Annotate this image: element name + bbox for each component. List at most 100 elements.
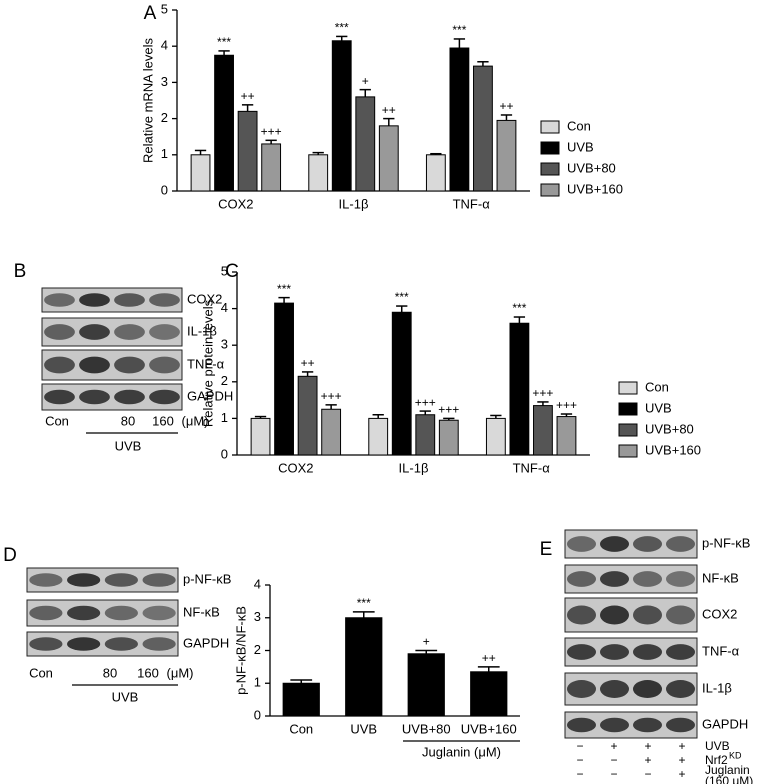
bar (237, 110, 258, 192)
bar (190, 154, 211, 192)
legend-swatch (540, 141, 560, 155)
bar (496, 119, 517, 192)
blot-band (149, 293, 180, 307)
blot-band (142, 573, 176, 587)
significance-label: +++ (415, 395, 436, 409)
x-tick-label: UVB (350, 721, 377, 736)
significance-label: + (423, 635, 430, 649)
panel-label: C (225, 261, 239, 282)
blot-band (665, 680, 696, 698)
condition-sign: + (610, 739, 617, 753)
condition-sign: − (576, 753, 583, 767)
blot-band (149, 324, 180, 340)
blot-band (114, 389, 145, 405)
bar (297, 375, 318, 456)
bar (438, 419, 459, 456)
bar (368, 417, 389, 456)
y-tick-label: 4 (254, 576, 261, 591)
blot-band (632, 644, 663, 660)
significance-label: *** (395, 290, 409, 304)
condition-sign: − (610, 767, 617, 781)
significance-label: ++ (301, 356, 315, 370)
blot-band (142, 605, 176, 621)
bar (282, 682, 320, 717)
blot-band (114, 356, 145, 374)
significance-label: ++ (482, 651, 496, 665)
legend-label: UVB+80 (567, 160, 616, 175)
blot-band (599, 717, 630, 733)
condition-sign: + (678, 739, 685, 753)
blot-band (566, 536, 597, 552)
blot-band (67, 605, 101, 621)
legend-label: UVB+160 (567, 181, 623, 196)
lane-label: Con (29, 665, 53, 680)
x-tick-label: TNF-α (453, 196, 491, 211)
panel-label: A (144, 3, 157, 24)
lane-label: 80 (103, 665, 117, 680)
bar (345, 617, 383, 717)
significance-label: +++ (261, 124, 282, 138)
condition-sign: + (644, 739, 651, 753)
legend-label: UVB+160 (645, 442, 701, 457)
y-tick-label: 3 (221, 337, 228, 352)
bar (556, 416, 577, 456)
blot-band (79, 389, 110, 405)
blot-band (79, 293, 110, 307)
blot-band (114, 293, 145, 307)
blot-row-label: GAPDH (702, 716, 748, 731)
bar (250, 417, 271, 456)
bar (331, 40, 352, 192)
significance-label: *** (217, 35, 231, 49)
bar (509, 322, 530, 456)
y-tick-label: 3 (161, 74, 168, 89)
lane-label: (μM) (167, 665, 194, 680)
blot-row-label: TNF-α (187, 356, 225, 371)
blot-band (149, 356, 180, 374)
blot-row-label: GAPDH (183, 635, 229, 650)
blot-band (44, 293, 75, 307)
condition-sign: + (678, 753, 685, 767)
significance-label: *** (357, 596, 371, 610)
blot-band (632, 680, 663, 698)
significance-label: + (362, 74, 369, 88)
blot-band (29, 637, 63, 651)
condition-superscript: KD (729, 750, 742, 760)
bar (214, 54, 234, 192)
y-tick-label: 5 (161, 1, 168, 16)
significance-label: ++ (382, 103, 396, 117)
group-label: UVB (112, 689, 139, 704)
x-axis-label: Juglanin (μM) (422, 744, 501, 759)
y-tick-label: 0 (254, 707, 261, 722)
blot-band (114, 324, 145, 340)
y-tick-label: 1 (221, 410, 228, 425)
blot-row-label: IL-1β (702, 680, 732, 695)
panel-label: E (540, 539, 553, 560)
y-tick-label: 2 (254, 642, 261, 657)
y-tick-label: 4 (221, 300, 228, 315)
blot-row-label: p-NF-κB (702, 535, 750, 550)
legend-label: UVB+80 (645, 421, 694, 436)
blot-band (566, 680, 597, 698)
blot-band (149, 389, 180, 405)
condition-sign: − (610, 753, 617, 767)
blot-band (632, 717, 663, 733)
blot-band (632, 536, 663, 552)
significance-label: *** (452, 23, 466, 37)
legend-swatch (540, 162, 560, 176)
blot-row-label: COX2 (702, 606, 737, 621)
condition-sign: − (576, 739, 583, 753)
y-axis-label: p-NF-κB/NF-κB (233, 606, 248, 695)
y-axis-label: Relative protein levels (200, 299, 215, 427)
blot-band (44, 389, 75, 405)
blot-band (599, 680, 630, 698)
blot-row-label: COX2 (187, 291, 222, 306)
blot-band (599, 644, 630, 660)
blot-band (29, 573, 63, 587)
blot-band (665, 536, 696, 552)
blot-band (566, 644, 597, 660)
bar (415, 414, 436, 456)
lane-label: Con (45, 413, 69, 428)
x-tick-label: Con (289, 721, 313, 736)
blot-row-label: GAPDH (187, 388, 233, 403)
condition-sign: − (576, 767, 583, 781)
